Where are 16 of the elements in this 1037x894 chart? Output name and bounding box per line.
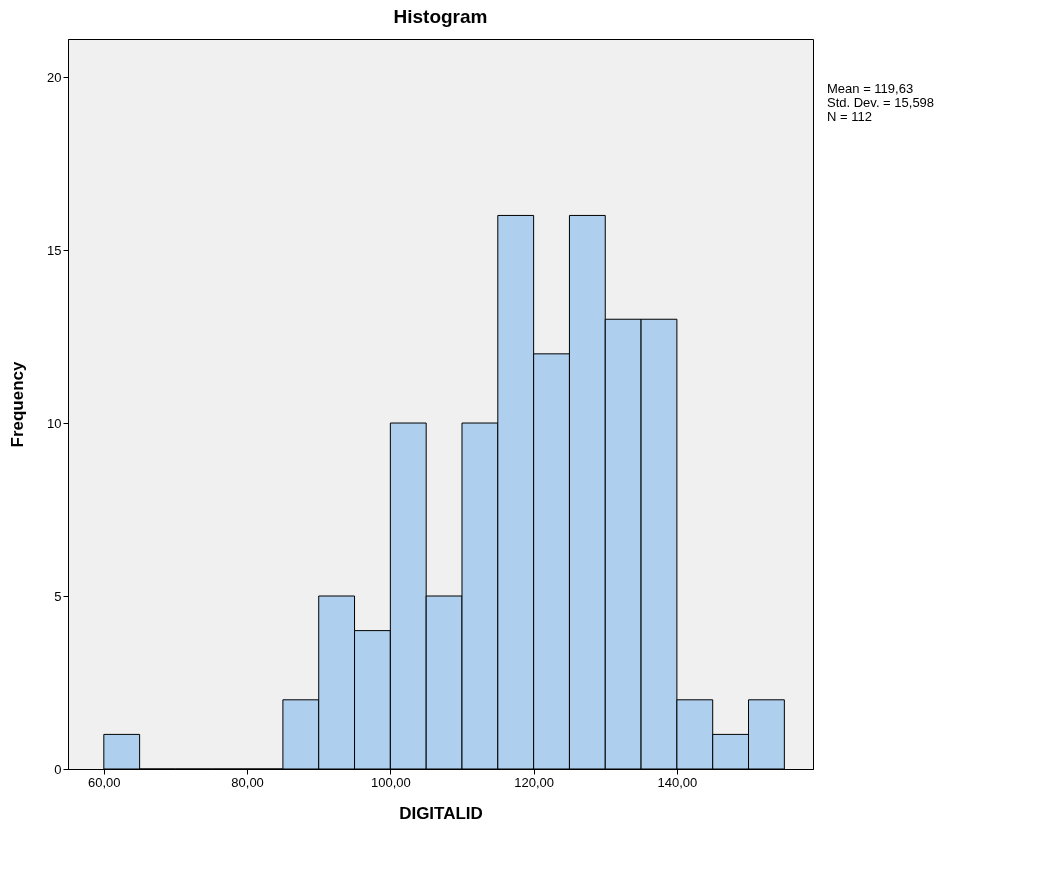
y-tick-label: 15	[47, 242, 62, 258]
text: Mean = 119,63	[827, 81, 914, 96]
x-tick-label: 60,00	[88, 774, 121, 790]
text: N = 112	[827, 109, 872, 124]
x-tick-label: 100,00	[370, 774, 411, 790]
y-tick-label: 0	[54, 761, 62, 777]
chart-title: Histogram	[393, 6, 488, 27]
y-tick-label: 10	[47, 415, 62, 431]
x-tick-label: 120,00	[514, 774, 555, 790]
y-axis-title: Frequency	[8, 360, 28, 448]
x-tick-label: 140,00	[657, 774, 698, 790]
y-tick-label: 20	[47, 69, 62, 85]
y-tick-label: 5	[54, 588, 62, 604]
x-axis-title: DIGITALID	[399, 803, 483, 823]
x-tick-label: 80,00	[231, 774, 264, 790]
text: Std. Dev. = 15,598	[827, 95, 935, 110]
